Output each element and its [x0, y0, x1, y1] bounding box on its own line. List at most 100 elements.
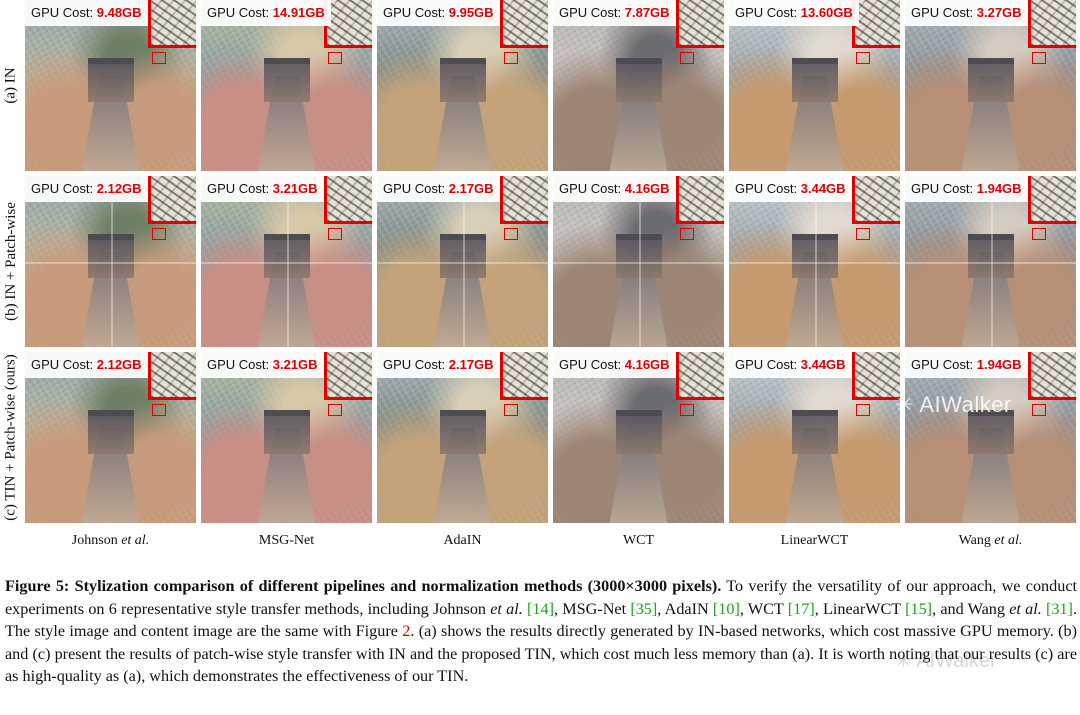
method-label: MSG-Net: [258, 533, 315, 548]
gpu-cost-label: GPU Cost: 3.44GB: [729, 352, 852, 378]
gpu-cost-label: GPU Cost: 2.12GB: [25, 352, 148, 378]
zoom-region-box: [680, 404, 694, 416]
gpu-cost-value: 3.21GB: [272, 181, 318, 196]
zoom-region-box: [328, 52, 342, 64]
stylized-result-image: GPU Cost: 14.91GB: [201, 0, 372, 171]
citation-link[interactable]: [35]: [630, 599, 658, 618]
gpu-cost-label: GPU Cost: 2.17GB: [377, 176, 500, 202]
citation-link[interactable]: [14]: [527, 599, 554, 618]
gpu-cost-label: GPU Cost: 3.44GB: [729, 176, 852, 202]
gpu-cost-label: GPU Cost: 1.94GB: [905, 352, 1028, 378]
zoom-inset-image: [148, 176, 196, 224]
zoom-region-box: [680, 228, 694, 240]
zoom-region-box: [504, 404, 518, 416]
zoom-region-box: [1032, 228, 1046, 240]
zoom-inset-image: [500, 176, 548, 224]
gpu-cost-value: 3.21GB: [272, 357, 318, 372]
method-label: Johnson et al.: [71, 533, 150, 548]
zoom-region-box: [328, 404, 342, 416]
row-label: (c) TIN + Patch-wise (ours): [2, 354, 19, 521]
zoom-inset-image: [500, 352, 548, 400]
stylized-result-image: GPU Cost: 3.44GB: [729, 352, 900, 523]
figure-caption: Figure 5: Stylization comparison of diff…: [5, 577, 1078, 685]
gpu-cost-label: GPU Cost: 9.95GB: [377, 0, 500, 26]
zoom-inset-image: [676, 176, 724, 224]
gpu-cost-value: 1.94GB: [976, 181, 1022, 196]
gpu-cost-label: GPU Cost: 7.87GB: [553, 0, 676, 26]
citation-link[interactable]: [10]: [712, 599, 740, 618]
zoom-region-box: [152, 228, 166, 240]
zoom-inset-image: [324, 352, 372, 400]
gpu-cost-label: GPU Cost: 3.21GB: [201, 352, 324, 378]
stylized-result-image: GPU Cost: 2.17GB: [377, 352, 548, 523]
gpu-cost-value: 2.17GB: [448, 181, 494, 196]
gpu-cost-label: GPU Cost: 3.27GB: [905, 0, 1028, 26]
gpu-cost-label: GPU Cost: 3.21GB: [201, 176, 324, 202]
gpu-cost-label: GPU Cost: 14.91GB: [201, 0, 331, 26]
zoom-inset-image: [148, 352, 196, 400]
zoom-region-box: [152, 404, 166, 416]
zoom-inset-image: [148, 0, 196, 48]
gpu-cost-label: GPU Cost: 1.94GB: [905, 176, 1028, 202]
gpu-cost-label: GPU Cost: 9.48GB: [25, 0, 148, 26]
stylized-result-image: GPU Cost: 1.94GB: [905, 176, 1076, 347]
zoom-region-box: [680, 52, 694, 64]
gpu-cost-value: 2.17GB: [448, 357, 494, 372]
gpu-cost-value: 4.16GB: [624, 181, 670, 196]
watermark: ✳ AIWalker: [895, 392, 1012, 417]
zoom-inset-image: [676, 352, 724, 400]
stylized-result-image: GPU Cost: 7.87GB: [553, 0, 724, 171]
zoom-inset-image: [852, 0, 900, 48]
zoom-region-box: [1032, 404, 1046, 416]
gpu-cost-value: 3.27GB: [976, 5, 1022, 20]
stylized-result-image: GPU Cost: 2.17GB: [377, 176, 548, 347]
row-label: (b) IN + Patch-wise: [2, 202, 19, 321]
citation-link[interactable]: [31]: [1045, 599, 1073, 618]
gpu-cost-value: 3.44GB: [800, 357, 846, 372]
citation-link[interactable]: [15]: [905, 599, 933, 618]
gpu-cost-value: 1.94GB: [976, 357, 1022, 372]
zoom-region-box: [504, 52, 518, 64]
gpu-cost-value: 13.60GB: [800, 5, 853, 20]
method-label: Wang et al.: [958, 533, 1023, 548]
citation-link[interactable]: [17]: [787, 599, 815, 618]
zoom-region-box: [1032, 52, 1046, 64]
zoom-region-box: [856, 228, 870, 240]
gpu-cost-value: 2.12GB: [96, 357, 142, 372]
gpu-cost-value: 2.12GB: [96, 181, 142, 196]
zoom-inset-image: [852, 352, 900, 400]
method-label: LinearWCT: [780, 533, 849, 548]
zoom-region-box: [328, 228, 342, 240]
figure-reference-link[interactable]: 2: [402, 622, 411, 640]
stylized-result-image: GPU Cost: 2.12GB: [25, 176, 196, 347]
stylized-result-image: GPU Cost: 3.21GB: [201, 352, 372, 523]
gpu-cost-label: GPU Cost: 4.16GB: [553, 176, 676, 202]
caption-lead: Figure 5: Stylization comparison of diff…: [5, 577, 722, 595]
figure-grid: (a) IN GPU Cost: 9.48GB GPU Cost: 14.91GB G…: [3, 0, 1080, 530]
watermark-caption: ✳ AIWalker: [895, 650, 997, 672]
zoom-region-box: [152, 52, 166, 64]
method-label: WCT: [622, 533, 655, 548]
stylized-result-image: GPU Cost: 3.27GB: [905, 0, 1076, 171]
gpu-cost-value: 9.95GB: [448, 5, 494, 20]
gpu-cost-label: GPU Cost: 13.60GB: [729, 0, 859, 26]
stylized-result-image: GPU Cost: 4.16GB: [553, 352, 724, 523]
zoom-inset-image: [1028, 352, 1076, 400]
row-label: (a) IN: [2, 67, 19, 104]
gpu-cost-label: GPU Cost: 2.12GB: [25, 176, 148, 202]
zoom-inset-image: [676, 0, 724, 48]
zoom-region-box: [856, 52, 870, 64]
gpu-cost-value: 7.87GB: [624, 5, 670, 20]
stylized-result-image: GPU Cost: 3.21GB: [201, 176, 372, 347]
stylized-result-image: GPU Cost: 9.95GB: [377, 0, 548, 171]
stylized-result-image: GPU Cost: 9.48GB: [25, 0, 196, 171]
method-label: AdaIN: [443, 533, 482, 548]
gpu-cost-label: GPU Cost: 2.17GB: [377, 352, 500, 378]
zoom-inset-image: [324, 0, 372, 48]
gpu-cost-value: 9.48GB: [96, 5, 142, 20]
stylized-result-image: GPU Cost: 3.44GB: [729, 176, 900, 347]
gpu-cost-label: GPU Cost: 4.16GB: [553, 352, 676, 378]
stylized-result-image: GPU Cost: 13.60GB: [729, 0, 900, 171]
gpu-cost-value: 3.44GB: [800, 181, 846, 196]
zoom-inset-image: [500, 0, 548, 48]
